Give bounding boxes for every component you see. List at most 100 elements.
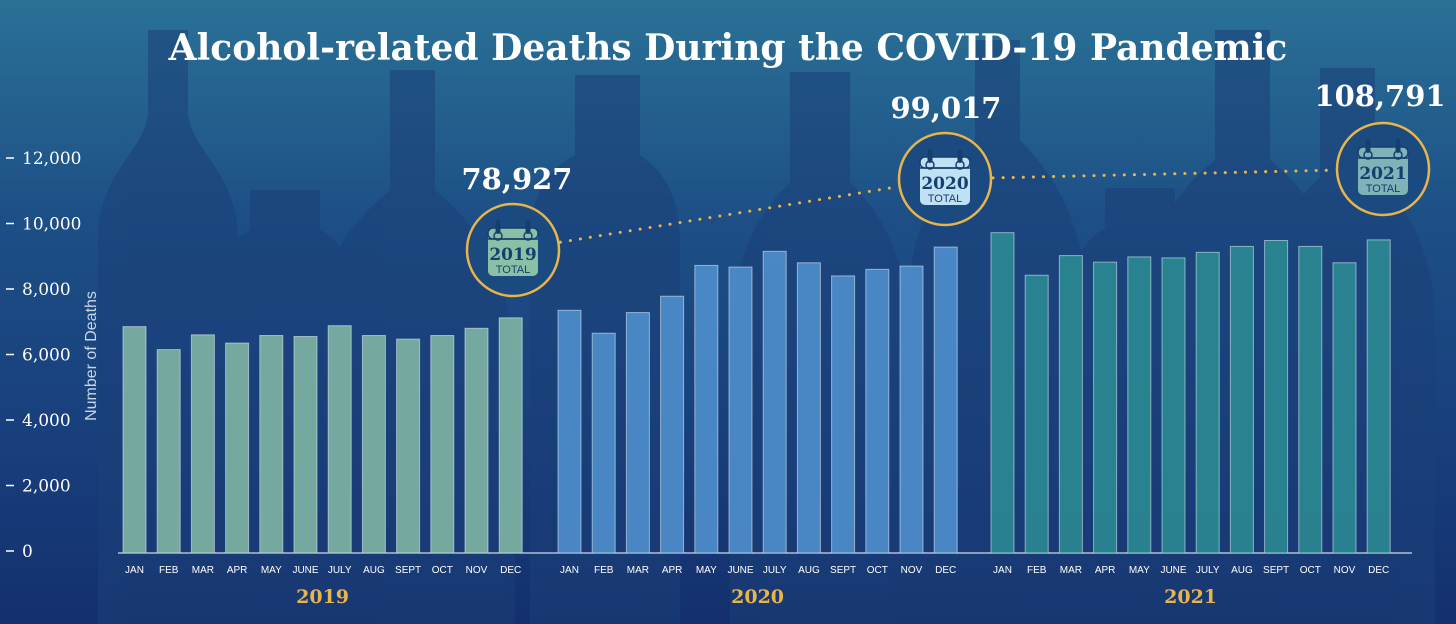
dotted-connector xyxy=(558,185,900,244)
total-connectors xyxy=(558,168,1337,244)
month-label: APR xyxy=(662,565,683,576)
dotted-connector xyxy=(991,168,1337,180)
year-labels: 2019 2020 2021 xyxy=(296,586,1217,608)
month-label: SEPT xyxy=(830,565,856,576)
month-label: MAY xyxy=(696,565,717,576)
badge-total-text: TOTAL xyxy=(1366,183,1400,195)
month-label: OCT xyxy=(432,565,453,576)
calendar-ring-base xyxy=(955,160,965,170)
month-label: JAN xyxy=(125,565,144,576)
month-label: MAR xyxy=(192,565,214,576)
month-label: FEB xyxy=(594,565,614,576)
badge-total-text: TOTAL xyxy=(928,193,962,205)
month-label: DEC xyxy=(935,565,956,576)
bars xyxy=(122,232,1391,554)
y-tick-label: 0 xyxy=(22,542,33,562)
bar-2019-nov xyxy=(464,327,489,554)
month-label: MAY xyxy=(261,565,282,576)
bar-2021-aug xyxy=(1229,245,1254,554)
month-label: JUNE xyxy=(292,565,318,576)
calendar-ring-base xyxy=(925,160,935,170)
month-label: AUG xyxy=(363,565,385,576)
badge-year-text: 2021 xyxy=(1359,164,1406,184)
calendar-icon xyxy=(919,149,971,205)
month-label: JULY xyxy=(763,565,787,576)
month-label: OCT xyxy=(1300,565,1321,576)
y-tick-label: 2,000 xyxy=(22,477,71,497)
month-label: FEB xyxy=(1027,565,1047,576)
bar-2019-oct xyxy=(430,335,455,554)
year-label-2021: 2021 xyxy=(1164,586,1217,608)
month-labels: JAN FEB MAR APR MAY JUNE JULY AUG SEPT OCT NOV DEC J… xyxy=(125,565,1389,576)
calendar-ring xyxy=(1395,139,1401,153)
bar-2020-apr xyxy=(660,295,685,554)
month-label: MAR xyxy=(1060,565,1082,576)
bar-2021-mar xyxy=(1058,255,1083,554)
month-label: JUNE xyxy=(727,565,753,576)
month-label: AUG xyxy=(1231,565,1253,576)
bar-2019-may xyxy=(259,335,284,554)
y-axis-label: Number of Deaths xyxy=(83,291,100,421)
bar-2021-sept xyxy=(1264,240,1289,554)
bar-2020-sept xyxy=(831,275,856,554)
calendar-ring-base xyxy=(523,231,533,241)
y-tick-label: 10,000 xyxy=(22,215,81,235)
calendar-ring xyxy=(957,149,963,163)
y-tick-label: 12,000 xyxy=(22,149,81,169)
month-label: APR xyxy=(1095,565,1116,576)
month-label: APR xyxy=(227,565,248,576)
bar-2021-nov xyxy=(1332,262,1357,554)
bar-2020-may xyxy=(694,264,719,554)
bar-2020-aug xyxy=(796,262,821,554)
bar-2019-apr xyxy=(225,342,250,554)
bar-2020-july xyxy=(762,250,787,554)
y-axis: 0 2,000 4,000 6,000 8,000 10,000 12,000 xyxy=(6,149,81,562)
bar-2021-jan xyxy=(990,232,1015,554)
month-label: JULY xyxy=(1196,565,1220,576)
calendar-ring-base xyxy=(493,231,503,241)
month-label: NOV xyxy=(466,565,488,576)
bar-2019-sept xyxy=(396,338,421,554)
calendar-ring xyxy=(525,220,531,234)
badge-year-text: 2020 xyxy=(921,174,968,194)
bar-2020-nov xyxy=(899,265,924,554)
total-value-2019: 78,927 xyxy=(462,162,573,196)
month-label: JULY xyxy=(328,565,352,576)
month-label: MAY xyxy=(1129,565,1150,576)
calendar-icon xyxy=(1357,139,1409,195)
total-value-2021: 108,791 xyxy=(1314,79,1445,113)
y-tick-label: 6,000 xyxy=(22,346,71,366)
badge-total-text: TOTAL xyxy=(496,264,530,276)
month-label: JAN xyxy=(560,565,579,576)
month-label: JAN xyxy=(993,565,1012,576)
bar-2020-feb xyxy=(591,332,616,554)
month-label: NOV xyxy=(901,565,923,576)
bar-2021-may xyxy=(1127,256,1152,554)
bar-2020-jan xyxy=(557,309,582,554)
bar-2019-jan xyxy=(122,326,147,554)
month-label: DEC xyxy=(1368,565,1389,576)
y-tick-label: 4,000 xyxy=(22,411,71,431)
calendar-ring-base xyxy=(1393,150,1403,160)
month-label: MAR xyxy=(627,565,649,576)
bar-2020-mar xyxy=(625,312,650,554)
bar-2021-apr xyxy=(1093,261,1118,554)
month-label: OCT xyxy=(867,565,888,576)
total-value-2020: 99,017 xyxy=(891,91,1002,125)
bar-2020-oct xyxy=(865,268,890,554)
chart-title: Alcohol-related Deaths During the COVID-… xyxy=(168,27,1288,69)
bar-2020-dec xyxy=(933,246,958,554)
bar-2019-july xyxy=(327,325,352,554)
bar-2021-feb xyxy=(1024,274,1049,554)
badge-year-text: 2019 xyxy=(489,245,536,265)
calendar-ring xyxy=(927,149,933,163)
bar-2020-june xyxy=(728,266,753,554)
calendar-icon xyxy=(487,220,539,276)
month-label: SEPT xyxy=(1263,565,1289,576)
month-label: JUNE xyxy=(1160,565,1186,576)
bar-2021-oct xyxy=(1298,245,1323,554)
bar-2019-dec xyxy=(498,317,523,554)
